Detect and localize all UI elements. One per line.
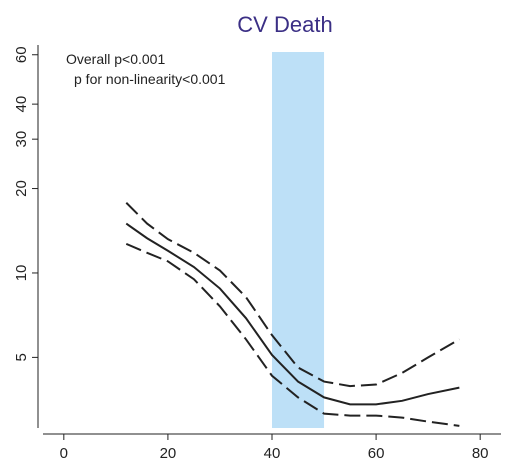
x-tick-label: 80 xyxy=(472,445,489,462)
y-tick-label: 20 xyxy=(13,180,30,197)
annotation: Overall p<0.001 xyxy=(66,51,165,67)
series-line xyxy=(125,242,460,427)
chart-title: CV Death xyxy=(237,12,332,37)
y-tick-label: 40 xyxy=(13,96,30,113)
x-tick-label: 0 xyxy=(60,445,68,462)
y-tick-label: 5 xyxy=(13,353,30,361)
x-tick-label: 20 xyxy=(160,445,177,462)
shaded-region xyxy=(272,52,325,428)
x-tick-label: 60 xyxy=(368,445,385,462)
y-tick-label: 10 xyxy=(13,265,30,282)
y-tick-label: 60 xyxy=(13,46,30,63)
series-line xyxy=(125,202,460,388)
annotation: p for non-linearity<0.001 xyxy=(74,71,226,87)
y-tick-label: 30 xyxy=(13,131,30,148)
series-line xyxy=(125,222,460,406)
x-tick-label: 40 xyxy=(264,445,281,462)
